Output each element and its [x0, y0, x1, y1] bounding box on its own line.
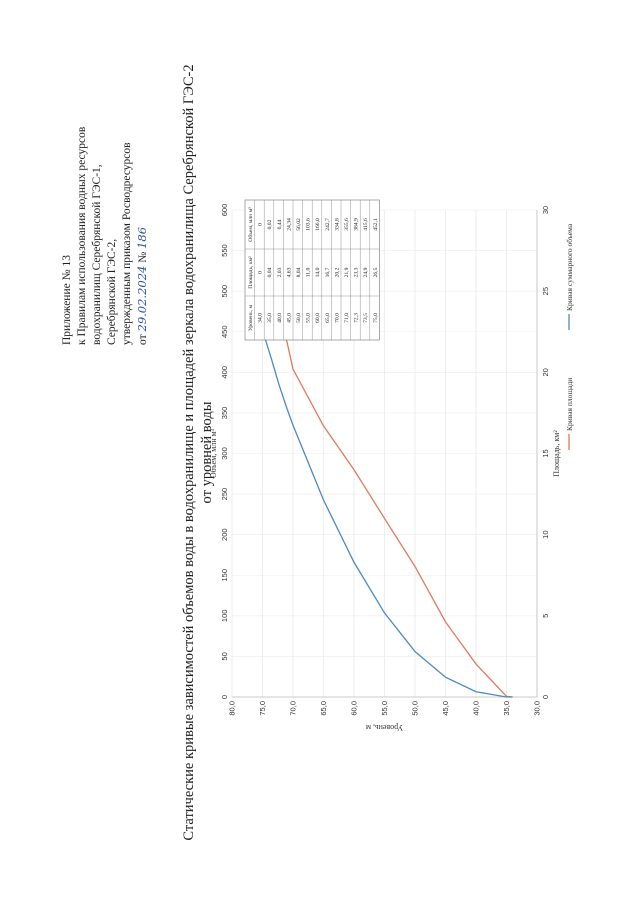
table-cell: 73,5 — [363, 313, 369, 323]
x-bottom-tick-label: 5 — [541, 614, 550, 618]
table-cell: 11,0 — [306, 268, 312, 278]
y-tick-label: 55,0 — [380, 701, 389, 716]
table-cell: 24,9 — [363, 267, 369, 277]
table-cell: 24,34 — [286, 218, 292, 231]
x-bottom-tick-label: 20 — [541, 368, 550, 376]
table-cell: 166,0 — [315, 218, 321, 231]
y-tick-label: 50,0 — [411, 701, 420, 716]
x-bottom-tick-label: 30 — [541, 206, 550, 214]
y-tick-label: 60,0 — [350, 701, 359, 716]
x-top-axis-label: Объем, млн м³ — [209, 428, 218, 478]
table-cell: 23,3 — [354, 267, 360, 277]
table-cell: 415,6 — [363, 218, 369, 231]
table-cell: 56,02 — [296, 218, 302, 231]
x-top-tick-label: 350 — [220, 407, 229, 420]
y-tick-label: 75,0 — [258, 701, 267, 716]
table-cell: 0,04 — [267, 267, 273, 277]
table-cell: 4,63 — [286, 267, 292, 277]
table-cell: 0 — [258, 271, 264, 274]
table-cell: 55,0 — [306, 313, 312, 323]
x-top-tick-label: 0 — [220, 695, 229, 699]
x-top-tick-label: 250 — [220, 488, 229, 501]
table-cell: 334,8 — [334, 218, 340, 231]
y-tick-label: 30,0 — [533, 701, 542, 716]
table-cell: 75,0 — [373, 313, 379, 323]
table-cell: 2,03 — [277, 267, 283, 277]
table-cell: 45,0 — [286, 313, 292, 323]
table-cell: 242,7 — [325, 218, 331, 231]
x-top-tick-label: 50 — [220, 652, 229, 660]
table-cell: 16,7 — [325, 267, 331, 277]
y-tick-label: 35,0 — [502, 701, 511, 716]
table-cell: 40,0 — [277, 313, 283, 323]
x-top-tick-label: 100 — [220, 610, 229, 623]
legend-label: Кривая площади — [565, 378, 574, 431]
table-cell: 8,04 — [296, 267, 302, 277]
x-top-tick-label: 450 — [220, 325, 229, 338]
table-cell: 20,2 — [334, 267, 340, 277]
table-cell: 0 — [258, 223, 264, 226]
table-cell: 355,6 — [344, 218, 350, 231]
x-bottom-tick-label: 10 — [541, 530, 550, 538]
x-bottom-axis-label: Площадь, км² — [552, 430, 561, 477]
x-top-tick-label: 200 — [220, 528, 229, 541]
table-cell: 71,0 — [344, 313, 350, 323]
y-axis-label: Уровень, м — [366, 723, 403, 732]
x-top-tick-label: 400 — [220, 366, 229, 379]
table-cell: 50,0 — [296, 313, 302, 323]
table-cell: 60,0 — [315, 313, 321, 323]
table-cell: 26,5 — [373, 267, 379, 277]
legend-label: Кривая суммарного объема — [565, 223, 574, 311]
volume-curve-line — [261, 329, 513, 698]
table-cell: 0,02 — [267, 219, 273, 229]
x-top-tick-label: 150 — [220, 569, 229, 582]
table-cell: 65,0 — [325, 313, 331, 323]
table-cell: 35,0 — [267, 313, 273, 323]
table-header-cell: Объем, млн м³ — [247, 207, 254, 242]
x-top-tick-label: 600 — [220, 204, 229, 217]
y-tick-label: 45,0 — [441, 701, 450, 716]
table-cell: 72,3 — [354, 313, 360, 323]
x-top-tick-label: 550 — [220, 244, 229, 257]
table-cell: 14,0 — [315, 267, 321, 277]
y-tick-label: 65,0 — [319, 701, 328, 716]
x-top-tick-label: 500 — [220, 285, 229, 298]
table-cell: 103,6 — [306, 218, 312, 231]
x-bottom-tick-label: 25 — [541, 287, 550, 295]
table-cell: 21,9 — [344, 267, 350, 277]
y-tick-label: 70,0 — [289, 701, 298, 716]
table-cell: 34,0 — [258, 313, 264, 323]
y-tick-label: 80,0 — [228, 701, 237, 716]
table-cell: 384,9 — [354, 218, 360, 231]
table-cell: 70,0 — [334, 313, 340, 323]
table-cell: 452,1 — [373, 218, 379, 231]
table-cell: 6,44 — [277, 219, 283, 229]
x-bottom-tick-label: 15 — [541, 449, 550, 457]
x-bottom-tick-label: 0 — [541, 695, 550, 699]
table-header-cell: Уровень, м — [248, 305, 254, 331]
y-tick-label: 40,0 — [472, 701, 481, 716]
x-top-tick-label: 300 — [220, 447, 229, 460]
table-header-cell: Площадь, км² — [248, 256, 254, 289]
